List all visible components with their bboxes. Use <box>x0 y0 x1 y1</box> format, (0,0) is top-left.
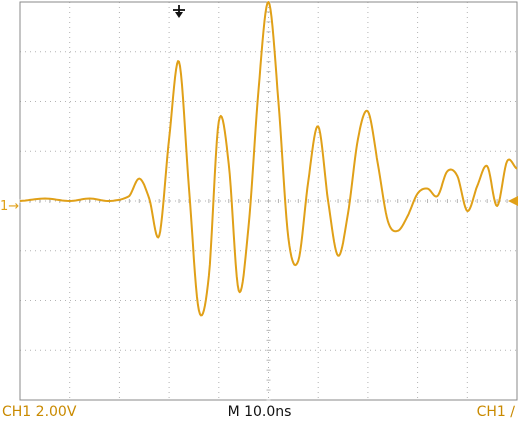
timebase-label: M 10.0ns <box>227 404 292 420</box>
channel-scale-label: CH1 2.00V <box>2 404 77 420</box>
trigger-label: CH1 ∕ <box>476 404 515 420</box>
center-axis-ticks <box>19 1 518 401</box>
down-arrow-icon <box>173 5 185 18</box>
ch1-waveform <box>19 1 518 317</box>
channel-ground-marker: 1→ <box>0 199 19 214</box>
left-arrow-icon <box>508 196 518 206</box>
